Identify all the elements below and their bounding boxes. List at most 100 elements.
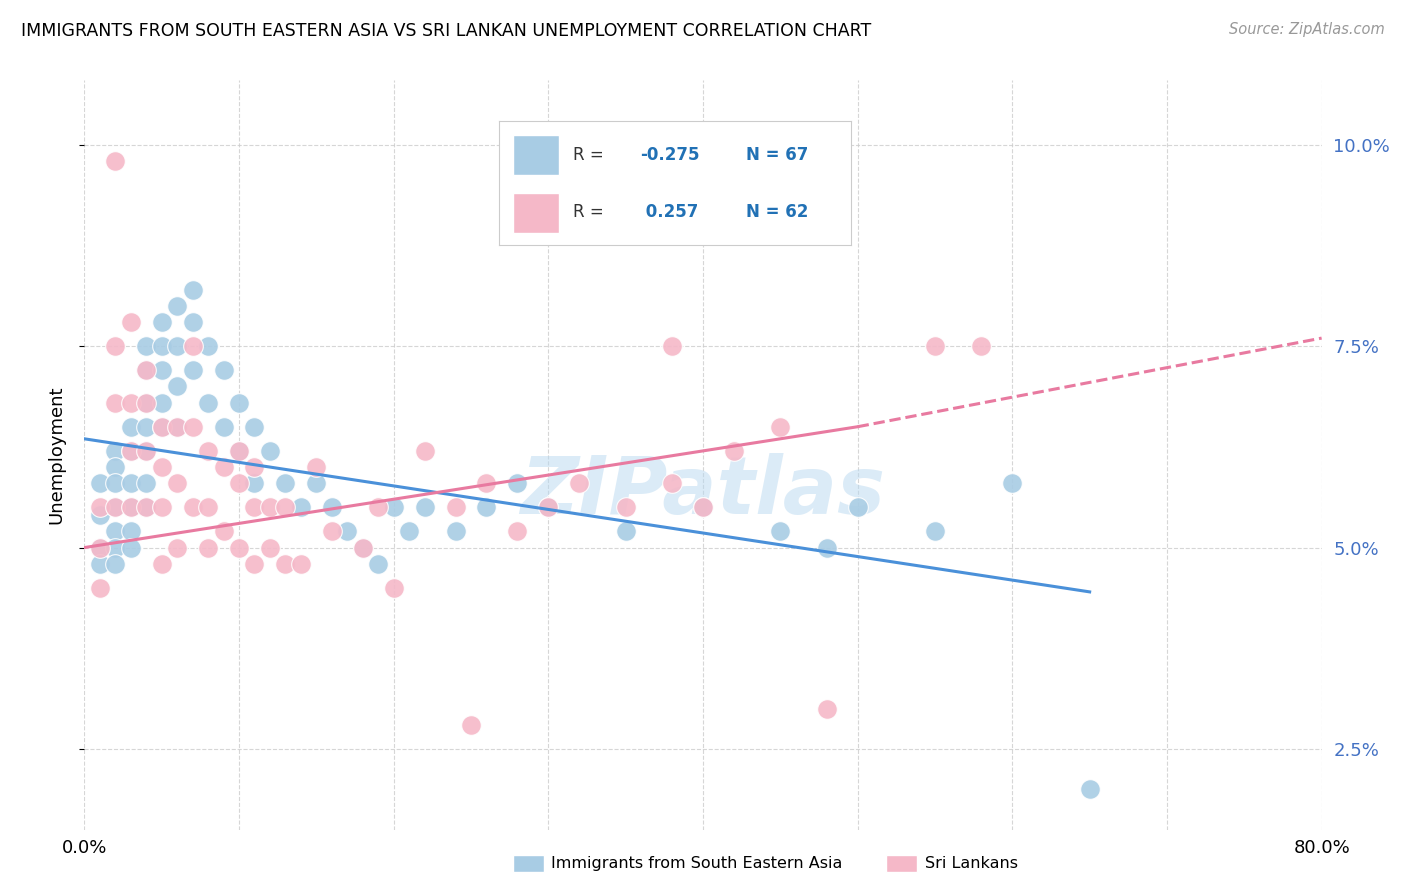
- Point: [259, 541, 281, 555]
- Point: [243, 419, 266, 434]
- Point: [150, 395, 173, 409]
- Point: [89, 508, 111, 523]
- Point: [166, 379, 188, 393]
- Point: [120, 443, 142, 458]
- Point: [150, 363, 173, 377]
- Point: [305, 476, 328, 491]
- Point: [444, 524, 467, 539]
- Text: Source: ZipAtlas.com: Source: ZipAtlas.com: [1229, 22, 1385, 37]
- Point: [197, 500, 219, 515]
- Text: ZIPatlas: ZIPatlas: [520, 453, 886, 532]
- Point: [135, 476, 157, 491]
- Point: [352, 541, 374, 555]
- Point: [89, 541, 111, 555]
- Point: [382, 500, 405, 515]
- Point: [181, 339, 204, 353]
- Point: [150, 419, 173, 434]
- Point: [228, 443, 250, 458]
- Point: [475, 500, 498, 515]
- Point: [815, 541, 838, 555]
- Point: [259, 443, 281, 458]
- Point: [104, 476, 127, 491]
- Point: [150, 460, 173, 475]
- Point: [150, 500, 173, 515]
- Point: [537, 500, 560, 515]
- Point: [413, 500, 436, 515]
- Point: [212, 419, 235, 434]
- Point: [181, 419, 204, 434]
- Point: [120, 419, 142, 434]
- Point: [150, 419, 173, 434]
- Point: [104, 153, 127, 168]
- Point: [924, 524, 946, 539]
- Point: [815, 702, 838, 716]
- Point: [120, 524, 142, 539]
- Point: [506, 476, 529, 491]
- Point: [1001, 476, 1024, 491]
- Point: [290, 500, 312, 515]
- Point: [89, 557, 111, 571]
- Point: [166, 339, 188, 353]
- Point: [568, 476, 591, 491]
- Point: [89, 476, 111, 491]
- Point: [166, 541, 188, 555]
- Point: [150, 557, 173, 571]
- Point: [367, 557, 389, 571]
- Point: [769, 524, 792, 539]
- Point: [228, 541, 250, 555]
- Point: [970, 339, 993, 353]
- Point: [104, 339, 127, 353]
- Point: [228, 395, 250, 409]
- Point: [243, 500, 266, 515]
- Point: [135, 363, 157, 377]
- Point: [135, 500, 157, 515]
- Point: [104, 541, 127, 555]
- Point: [197, 395, 219, 409]
- Point: [413, 443, 436, 458]
- Point: [769, 419, 792, 434]
- Point: [150, 339, 173, 353]
- Point: [537, 500, 560, 515]
- Y-axis label: Unemployment: Unemployment: [48, 385, 66, 524]
- Point: [120, 500, 142, 515]
- Point: [135, 443, 157, 458]
- Point: [398, 524, 420, 539]
- Point: [135, 339, 157, 353]
- Point: [212, 460, 235, 475]
- Point: [166, 299, 188, 313]
- Point: [259, 500, 281, 515]
- Point: [274, 557, 297, 571]
- Point: [661, 476, 683, 491]
- Point: [135, 395, 157, 409]
- Point: [846, 500, 869, 515]
- Point: [135, 443, 157, 458]
- Point: [444, 500, 467, 515]
- Text: Sri Lankans: Sri Lankans: [925, 856, 1018, 871]
- Point: [135, 500, 157, 515]
- Point: [336, 524, 359, 539]
- Point: [166, 419, 188, 434]
- Point: [135, 419, 157, 434]
- Point: [197, 541, 219, 555]
- Point: [661, 339, 683, 353]
- Point: [614, 524, 637, 539]
- Point: [243, 460, 266, 475]
- Point: [89, 581, 111, 595]
- Point: [104, 557, 127, 571]
- Point: [120, 443, 142, 458]
- Point: [120, 541, 142, 555]
- Point: [924, 339, 946, 353]
- Point: [89, 500, 111, 515]
- Point: [475, 476, 498, 491]
- Point: [1078, 782, 1101, 797]
- Point: [614, 500, 637, 515]
- Point: [120, 476, 142, 491]
- Point: [274, 476, 297, 491]
- Point: [135, 395, 157, 409]
- Point: [723, 443, 745, 458]
- Point: [228, 443, 250, 458]
- Point: [212, 363, 235, 377]
- Point: [181, 315, 204, 329]
- Point: [692, 500, 714, 515]
- Point: [352, 541, 374, 555]
